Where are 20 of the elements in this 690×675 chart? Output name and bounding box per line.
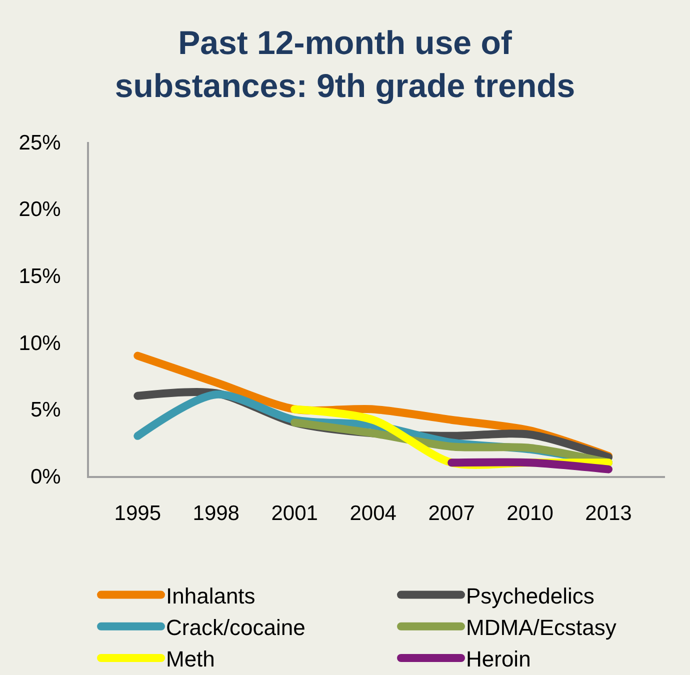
legend-label: Crack/cocaine — [166, 614, 306, 640]
legend-label: Inhalants — [166, 583, 256, 608]
x-tick-label: 1995 — [114, 502, 162, 526]
x-tick-label: 2010 — [506, 502, 554, 526]
x-tick-label: 2004 — [350, 502, 397, 526]
y-tick-label: 15% — [18, 264, 61, 288]
x-tick-label: 1998 — [192, 502, 240, 526]
y-tick-label: 10% — [18, 332, 61, 355]
x-tick-label: 2013 — [585, 502, 632, 526]
legend-label: Meth — [166, 646, 215, 672]
y-tick-label: 25% — [18, 131, 61, 154]
chart-title: Past 12-month use of substances: 9th grade trends — [114, 24, 576, 104]
x-tick-label: 2007 — [428, 502, 475, 526]
legend-label: MDMA/Ecstasy — [466, 614, 616, 640]
legend-label: Psychedelics — [466, 583, 594, 608]
y-tick-label: 0% — [30, 465, 61, 488]
y-tick-label: 20% — [18, 198, 61, 222]
y-tick-label: 5% — [30, 398, 61, 422]
x-tick-label: 2001 — [271, 502, 318, 526]
legend-label: Heroin — [466, 646, 531, 672]
